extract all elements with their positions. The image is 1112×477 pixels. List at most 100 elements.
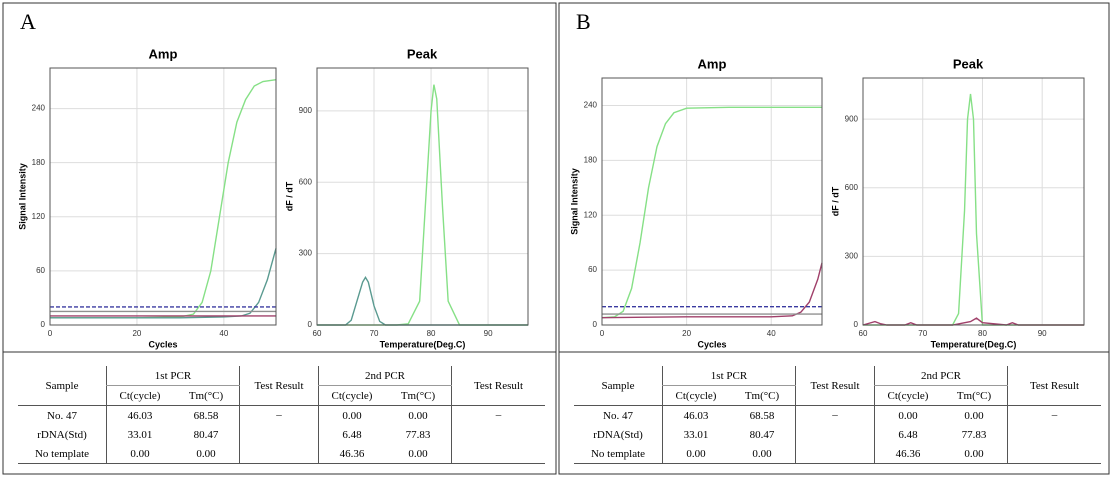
y-tick-label: 900 xyxy=(299,106,313,115)
y-axis-label: dF / dT xyxy=(284,181,294,211)
table-cell: Ct(cycle) xyxy=(106,385,173,406)
table-cell: 2nd PCR xyxy=(318,366,452,386)
table-cell: 0.00 xyxy=(964,409,984,422)
x-tick-label: 40 xyxy=(219,329,228,338)
table-cell: No template xyxy=(18,444,107,464)
x-tick-label: 0 xyxy=(600,329,605,338)
table-cell: – xyxy=(239,405,319,464)
series-line xyxy=(317,84,528,326)
table-cell: Test Result xyxy=(239,366,319,406)
table-cell: 0.00 xyxy=(385,444,452,464)
table-row: No template 0.00 0.00 46.36 0.00 xyxy=(18,444,545,464)
table-cell: 80.47 xyxy=(193,428,219,441)
x-tick-label: 40 xyxy=(767,329,776,338)
y-axis-label: Signal Intensity xyxy=(17,163,27,230)
table-cell: 46.36 xyxy=(874,444,941,464)
table-cell: rDNA(Std) xyxy=(593,428,643,441)
x-axis-label: Cycles xyxy=(148,339,177,349)
y-tick-label: 120 xyxy=(584,210,598,219)
table-cell: 46.03 xyxy=(106,405,173,425)
table-cell: 6.48 xyxy=(318,425,385,444)
y-axis-label: dF / dT xyxy=(830,186,840,216)
table-cell: 33.01 xyxy=(662,425,729,444)
table-cell: No. 47 xyxy=(603,409,633,422)
table-cell: 0.00 xyxy=(408,409,428,422)
table-cell: Test Result xyxy=(795,366,875,406)
chart-title: Peak xyxy=(407,46,438,61)
table-cell: Tm(°C) xyxy=(173,385,240,406)
x-axis-label: Temperature(Deg.C) xyxy=(931,339,1017,349)
series-line xyxy=(317,276,528,326)
table-cell: 1st PCR xyxy=(106,366,240,386)
table-cell: rDNA(Std) xyxy=(37,428,87,441)
y-tick-label: 0 xyxy=(308,320,313,329)
table-cell: – xyxy=(1007,405,1101,464)
table-cell: 0.00 xyxy=(318,405,385,425)
table-cell: 0.00 xyxy=(874,405,941,425)
plot-frame xyxy=(862,77,1085,326)
table-cell: Tm(°C) xyxy=(729,385,796,406)
plot-frame xyxy=(49,67,277,326)
table-cell: 68.58 xyxy=(193,409,219,422)
table-cell: Test Result xyxy=(1007,366,1101,406)
plot-frame xyxy=(601,77,823,326)
table-cell: 1st PCR xyxy=(662,366,796,386)
table-cell: 2nd PCR xyxy=(874,366,1008,386)
y-tick-label: 240 xyxy=(32,104,46,113)
x-tick-label: 80 xyxy=(427,329,436,338)
table-row: Ct(cycle) Tm(°C) Ct(cycle) Tm(°C) xyxy=(18,385,545,406)
y-tick-label: 120 xyxy=(32,212,46,221)
y-axis-label: Signal Intensity xyxy=(569,168,579,235)
series-line xyxy=(863,93,1084,326)
table-cell: 0.00 xyxy=(106,444,173,464)
table-row: No. 47 46.03 68.58–0.00 0.00– xyxy=(18,405,545,464)
table-cell: 68.58 xyxy=(749,409,775,422)
y-tick-label: 300 xyxy=(845,251,859,260)
table-cell: Ct(cycle) xyxy=(874,385,941,406)
table-cell: Sample xyxy=(18,366,107,406)
table-row: No. 47 46.03 68.58–0.00 0.00– xyxy=(574,405,1101,464)
table-row: rDNA(Std) 33.01 80.47 6.48 77.83 xyxy=(574,425,1101,444)
y-tick-label: 600 xyxy=(845,183,859,192)
y-tick-label: 240 xyxy=(584,101,598,110)
table-row: rDNA(Std) 33.01 80.47 6.48 77.83 xyxy=(18,425,545,444)
table-cell: Ct(cycle) xyxy=(318,385,385,406)
y-tick-label: 300 xyxy=(299,249,313,258)
y-tick-label: 180 xyxy=(32,158,46,167)
x-tick-label: 20 xyxy=(132,329,141,338)
table-row: No template 0.00 0.00 46.36 0.00 xyxy=(574,444,1101,464)
y-tick-label: 60 xyxy=(36,266,45,275)
table-cell: Sample xyxy=(574,366,663,406)
table-cell: 80.47 xyxy=(749,428,775,441)
y-tick-label: 0 xyxy=(593,320,598,329)
panel-label: B xyxy=(576,9,591,34)
table-cell: 6.48 xyxy=(874,425,941,444)
x-tick-label: 60 xyxy=(859,329,868,338)
panel-frame xyxy=(558,2,1110,475)
panel-label: A xyxy=(20,9,36,34)
table-cell: 0.00 xyxy=(941,444,1008,464)
table-cell: – xyxy=(795,405,875,464)
chart-title: Amp xyxy=(698,56,727,71)
y-tick-label: 0 xyxy=(41,320,46,329)
series-line xyxy=(50,79,277,319)
panel-frame xyxy=(2,2,557,475)
table-cell: No. 47 xyxy=(47,409,77,422)
table-cell: Tm(°C) xyxy=(941,385,1008,406)
table-cell: Ct(cycle) xyxy=(662,385,729,406)
y-tick-label: 60 xyxy=(588,265,597,274)
y-tick-label: 900 xyxy=(845,114,859,123)
result-table: Sample 1st PCR Test Result 2nd PCR Test Resu… xyxy=(574,366,1101,464)
chart-title: Peak xyxy=(953,56,984,71)
x-tick-label: 90 xyxy=(484,329,493,338)
x-tick-label: 20 xyxy=(682,329,691,338)
table-cell: – xyxy=(451,405,545,464)
table-row: Sample 1st PCR Test Result 2nd PCR Test Resu… xyxy=(18,366,545,406)
table-row: Ct(cycle) Tm(°C) Ct(cycle) Tm(°C) xyxy=(574,385,1101,406)
table-cell: 77.83 xyxy=(405,428,431,441)
series-line xyxy=(601,106,822,319)
series-line xyxy=(862,317,1084,326)
table-cell: Test Result xyxy=(451,366,545,406)
